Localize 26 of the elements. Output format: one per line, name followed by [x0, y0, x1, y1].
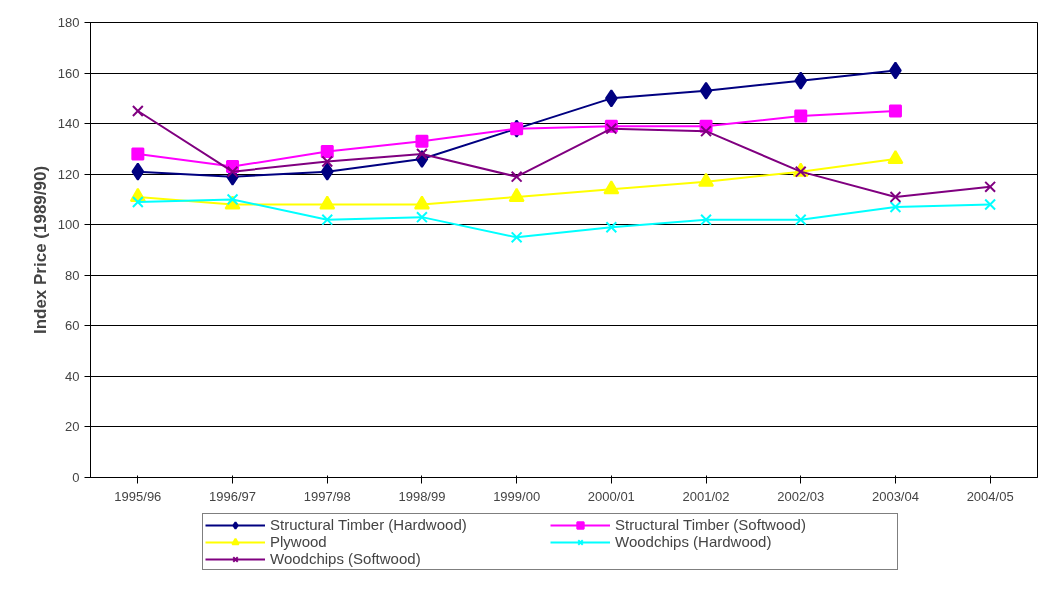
y-tick-label: 120	[57, 166, 80, 182]
y-tick-label: 0	[72, 470, 80, 485]
y-tick-label: 160	[57, 65, 80, 81]
legend-label: Woodchips (Softwood)	[270, 550, 422, 567]
y-tick-label: 40	[65, 368, 80, 384]
x-tick-label: 2003/04	[871, 488, 919, 504]
x-tick-label: 2000/01	[587, 488, 635, 504]
legend-label: Structural Timber (Softwood)	[615, 516, 807, 533]
legend-label: Woodchips (Hardwood)	[615, 533, 773, 550]
x-tick-label: 1998/99	[398, 488, 446, 504]
y-tick-label: 100	[57, 217, 80, 233]
y-tick-label: 180	[57, 15, 80, 30]
x-tick-label: 2002/03	[777, 488, 825, 504]
legend-label: Structural Timber (Hardwood)	[270, 516, 468, 533]
y-tick-label: 60	[65, 318, 80, 334]
y-tick-label: 20	[65, 419, 80, 435]
x-tick-label: 1997/98	[303, 488, 351, 504]
x-tick-label: 1996/97	[209, 488, 257, 504]
x-tick-label: 1999/00	[493, 488, 541, 504]
y-tick-label: 140	[57, 116, 80, 132]
legend-label: Plywood	[270, 533, 328, 550]
y-axis-title: Index Price (1989/90)	[30, 165, 50, 335]
x-tick-label: 2004/05	[966, 488, 1014, 504]
y-tick-label: 80	[65, 267, 80, 283]
x-tick-label: 2001/02	[682, 488, 730, 504]
x-tick-label: 1995/96	[114, 488, 162, 504]
